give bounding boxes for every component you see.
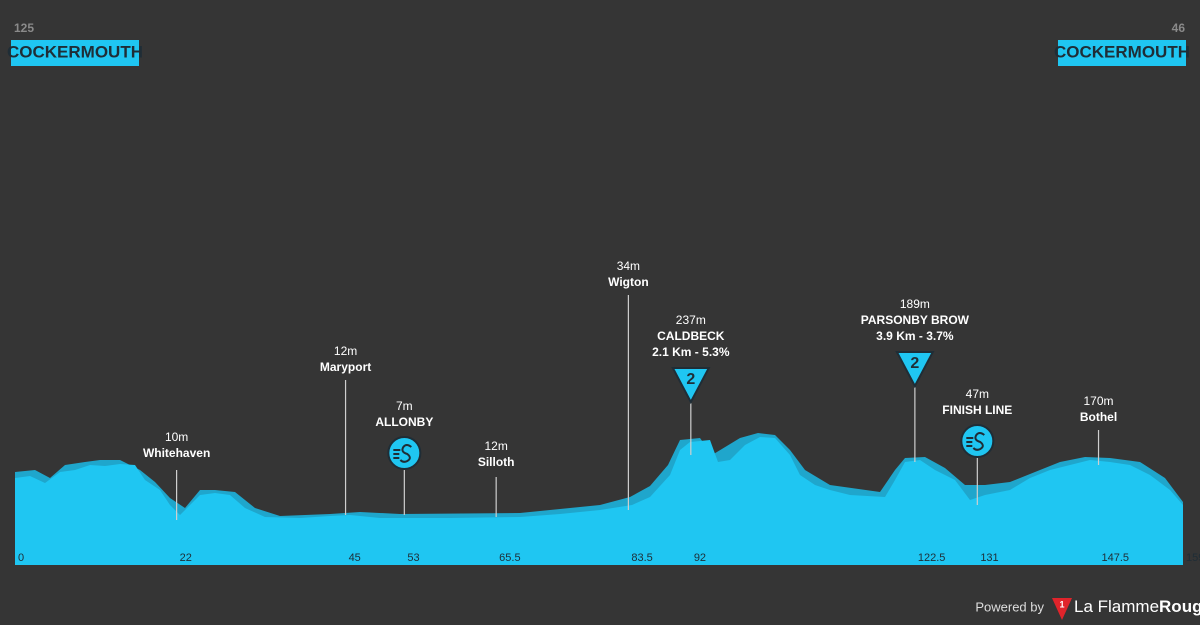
- waypoint-elevation: 12m: [484, 439, 507, 453]
- logo-flame: [1052, 598, 1072, 620]
- kom-category: 2: [910, 355, 919, 372]
- waypoint-elevation: 7m: [396, 399, 413, 413]
- profile: [15, 437, 1183, 565]
- brand: La FlammeRouge: [1074, 597, 1200, 616]
- waypoint-elevation: 47m: [966, 387, 989, 401]
- waypoint-name: Maryport: [320, 360, 371, 374]
- km-label: 83.5: [631, 552, 652, 564]
- waypoint-name: FINISH LINE: [942, 403, 1012, 417]
- waypoint-name: Whitehaven: [143, 446, 210, 460]
- waypoint-name: CALDBECK: [657, 329, 725, 343]
- km-label: 147.5: [1102, 552, 1130, 564]
- waypoint-elevation: 10m: [165, 430, 188, 444]
- waypoint: 189m PARSONBY BROW 3.9 Km - 3.7% 2: [861, 297, 970, 462]
- waypoint-name: PARSONBY BROW: [861, 313, 970, 327]
- logo-mark: 1: [1059, 599, 1064, 609]
- waypoint: 10m Whitehaven: [143, 430, 210, 520]
- sprint-glyph: [966, 432, 985, 451]
- km-label: 22: [180, 552, 192, 564]
- finish-box: [1058, 40, 1186, 66]
- kom-category: 2: [686, 371, 695, 388]
- waypoint: 12m Maryport: [320, 344, 371, 515]
- km-label: 131: [980, 552, 998, 564]
- waypoint-elevation: 34m: [617, 259, 640, 273]
- brand-first: La Flamme: [1074, 597, 1159, 616]
- km-label: 0: [18, 552, 24, 564]
- start-box: [11, 40, 139, 66]
- waypoint-elevation: 189m: [900, 297, 930, 311]
- km-label: 92: [694, 552, 706, 564]
- waypoint: 12m Silloth: [478, 439, 515, 517]
- km-label: 159: [1186, 552, 1200, 564]
- waypoint-detail: 2.1 Km - 5.3%: [652, 345, 730, 359]
- waypoint-detail: 3.9 Km - 3.7%: [876, 329, 954, 343]
- waypoint-elevation: 12m: [334, 344, 357, 358]
- km-label: 65.5: [499, 552, 520, 564]
- start-number: 125: [14, 21, 34, 35]
- km-label: 53: [407, 552, 419, 564]
- waypoint: 34m Wigton: [608, 259, 649, 510]
- kom-icon: [671, 367, 711, 405]
- waypoint-elevation: 237m: [676, 313, 706, 327]
- footer: Powered by 1 La FlammeRouge: [975, 597, 1200, 620]
- waypoint-name: Bothel: [1080, 410, 1117, 424]
- waypoint-name: Wigton: [608, 275, 649, 289]
- kom-icon: [895, 351, 935, 389]
- waypoint-elevation: 170m: [1084, 394, 1114, 408]
- start-name: COCKERMOUTH: [7, 42, 143, 61]
- brand-second: Rouge: [1159, 597, 1200, 616]
- waypoint: 237m CALDBECK 2.1 Km - 5.3% 2: [652, 313, 730, 455]
- waypoint-name: Silloth: [478, 455, 515, 469]
- waypoint: 170m Bothel: [1080, 394, 1117, 465]
- powered-by: Powered by: [975, 599, 1044, 614]
- waypoint: 47m FINISH LINE: [942, 387, 1012, 505]
- sprint-glyph: [393, 444, 412, 463]
- waypoint: 7m ALLONBY: [375, 399, 433, 515]
- km-label: 122.5: [918, 552, 946, 564]
- finish-number: 46: [1172, 21, 1186, 35]
- waypoint-name: ALLONBY: [375, 415, 433, 429]
- finish-name: COCKERMOUTH: [1054, 42, 1190, 61]
- km-label: 45: [349, 552, 361, 564]
